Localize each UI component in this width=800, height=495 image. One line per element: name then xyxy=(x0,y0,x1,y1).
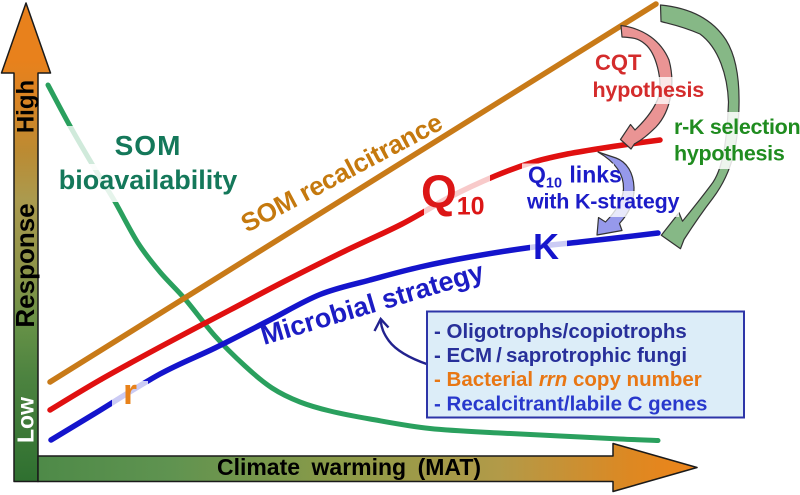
svg-text:bioavailability: bioavailability xyxy=(59,165,238,195)
svg-text:SOM: SOM xyxy=(115,130,182,161)
svg-text:- Recalcitrant/labile C genes: - Recalcitrant/labile C genes xyxy=(434,393,707,416)
svg-text:with K-strategy: with K-strategy xyxy=(526,190,680,214)
svg-text:Climate warming (MAT): Climate warming (MAT) xyxy=(217,454,481,480)
svg-text:hypothesis: hypothesis xyxy=(593,78,705,102)
svg-text:CQT: CQT xyxy=(595,50,642,75)
svg-text:r-K selection: r-K selection xyxy=(674,115,800,139)
svg-text:r: r xyxy=(123,371,137,412)
svg-text:- ECM / saprotrophic fungi: - ECM / saprotrophic fungi xyxy=(434,344,687,367)
svg-text:Response: Response xyxy=(10,203,40,327)
svg-text:- Bacterial rrn copy number: - Bacterial rrn copy number xyxy=(434,368,702,391)
svg-text:Low: Low xyxy=(13,397,39,443)
svg-text:hypothesis: hypothesis xyxy=(674,142,785,166)
svg-text:- Oligotrophs/copiotrophs: - Oligotrophs/copiotrophs xyxy=(434,320,687,343)
svg-text:K: K xyxy=(533,226,559,267)
svg-text:Q10 links: Q10 links xyxy=(528,162,622,192)
svg-text:High: High xyxy=(13,80,40,133)
